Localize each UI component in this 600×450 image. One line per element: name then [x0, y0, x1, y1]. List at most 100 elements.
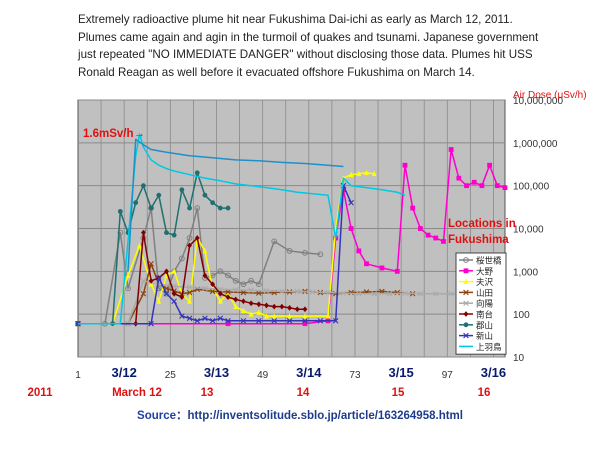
caption-line: Ronald Reagan as well before it evacuate… [78, 65, 475, 79]
data-point [194, 318, 201, 324]
data-point [140, 183, 146, 189]
annotation: 1.6mSv/h→ [83, 128, 145, 140]
radiation-chart: 10,000,000 1,000,000 100,000 10,000 1,000 100… [28, 90, 587, 399]
data-point [264, 302, 269, 309]
y-tick-label: 10,000,000 [513, 96, 563, 107]
data-point [271, 238, 278, 245]
data-point [186, 284, 193, 291]
data-point [448, 290, 454, 297]
legend-label: 新山 [476, 331, 493, 342]
data-point [164, 230, 169, 236]
data-point [279, 303, 285, 310]
day-label: 14 [297, 387, 310, 399]
data-point [194, 235, 200, 241]
data-point [317, 318, 324, 324]
data-point [502, 185, 508, 191]
legend-label: 桜世橋 [476, 256, 502, 267]
data-point [402, 290, 408, 296]
data-point [302, 321, 308, 327]
y-tick-label: 100,000 [513, 182, 550, 193]
data-point [164, 268, 169, 275]
data-point [371, 290, 377, 297]
data-point [286, 247, 293, 254]
data-point [202, 247, 208, 254]
legend-label: 大野 [476, 266, 494, 277]
y-tick-label: 10 [513, 353, 525, 364]
data-point [471, 179, 477, 185]
data-point [302, 306, 308, 313]
data-point [248, 287, 254, 294]
data-point [140, 290, 147, 297]
data-point [233, 303, 239, 310]
data-point [263, 288, 270, 294]
data-point [140, 278, 147, 284]
caption-line: Plumes came again and agin in the turmoi… [78, 30, 539, 44]
date-label: 3/14 [296, 365, 322, 380]
data-point [179, 187, 185, 193]
x-tick-label: 73 [349, 370, 361, 381]
data-point [463, 332, 469, 339]
data-point [171, 290, 177, 297]
data-point [186, 235, 193, 241]
data-point [448, 147, 454, 152]
source-link[interactable]: http://inventsolitude.sblo.jp/article/16… [187, 410, 463, 422]
data-point [133, 200, 139, 206]
x-tick-label: 97 [442, 370, 454, 381]
series-line [78, 263, 413, 325]
legend-label: 郡山 [476, 320, 493, 331]
data-point [186, 289, 193, 296]
data-point [187, 298, 192, 304]
data-point [356, 170, 362, 177]
legend-entry: 新山 [459, 331, 493, 342]
data-point [417, 226, 423, 231]
legend-entry: 南台 [459, 310, 493, 321]
data-point [302, 249, 308, 256]
x-tick-label: 25 [165, 370, 177, 381]
series-line [127, 138, 344, 272]
data-point [225, 321, 231, 327]
legend-label: 向陽 [476, 299, 494, 310]
data-point [241, 307, 246, 314]
data-point [256, 309, 262, 315]
data-point [271, 313, 277, 319]
data-point [294, 306, 300, 313]
y-tick-label: 10,000 [513, 225, 544, 236]
data-point [125, 285, 131, 292]
data-point [171, 268, 177, 274]
data-point [225, 318, 231, 324]
data-point [441, 238, 446, 244]
data-point [356, 248, 362, 254]
series [78, 133, 406, 325]
data-point [463, 322, 469, 328]
legend-label: 山田 [476, 288, 493, 299]
data-point [309, 289, 316, 295]
data-point [178, 255, 185, 262]
series-line [78, 133, 406, 325]
data-point [179, 294, 185, 301]
data-point [217, 290, 223, 297]
data-point [463, 257, 469, 263]
legend-entry: 上羽鳥 [459, 342, 502, 353]
data-point [479, 183, 485, 189]
legend-entry: 山田 [459, 288, 493, 299]
legend-entry: 郡山 [459, 320, 493, 331]
data-point [464, 183, 469, 189]
data-point [209, 318, 216, 324]
data-point [194, 205, 201, 211]
data-point [433, 235, 439, 241]
data-point [156, 298, 162, 304]
data-point [256, 290, 262, 296]
data-point [364, 169, 369, 176]
data-point [217, 298, 223, 304]
data-point [217, 205, 223, 211]
data-point [325, 313, 331, 319]
series [75, 278, 501, 327]
source-line: Source：http://inventsolitude.sblo.jp/art… [0, 407, 600, 423]
data-point [463, 300, 469, 306]
data-point [463, 289, 469, 296]
data-point [364, 261, 369, 267]
y-tick-label: 100 [513, 310, 530, 321]
data-point [425, 232, 431, 238]
data-point [163, 290, 170, 297]
data-point [202, 285, 208, 292]
